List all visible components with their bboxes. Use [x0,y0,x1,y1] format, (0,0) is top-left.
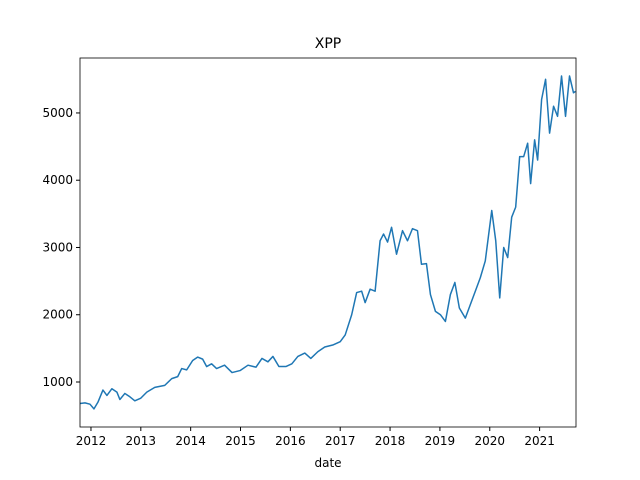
chart-title: XPP [315,36,341,52]
x-tick-label: 2016 [275,434,306,448]
y-tick-label: 1000 [42,375,73,389]
y-tick-label: 4000 [42,173,73,187]
x-tick-label: 2018 [375,434,406,448]
x-tick-label: 2014 [175,434,206,448]
x-tick-label: 2017 [325,434,356,448]
x-tick-label: 2015 [225,434,256,448]
x-tick-label: 2020 [474,434,505,448]
y-tick-label: 3000 [42,240,73,254]
x-tick-label: 2021 [524,434,555,448]
x-tick-label: 2019 [425,434,456,448]
x-tick-label: 2012 [76,434,107,448]
plot-frame [79,57,577,428]
x-axis-label: date [314,456,341,470]
line [79,75,576,410]
y-tick-label: 2000 [42,308,73,322]
y-tick-label: 5000 [42,106,73,120]
x-tick-label: 2013 [126,434,157,448]
